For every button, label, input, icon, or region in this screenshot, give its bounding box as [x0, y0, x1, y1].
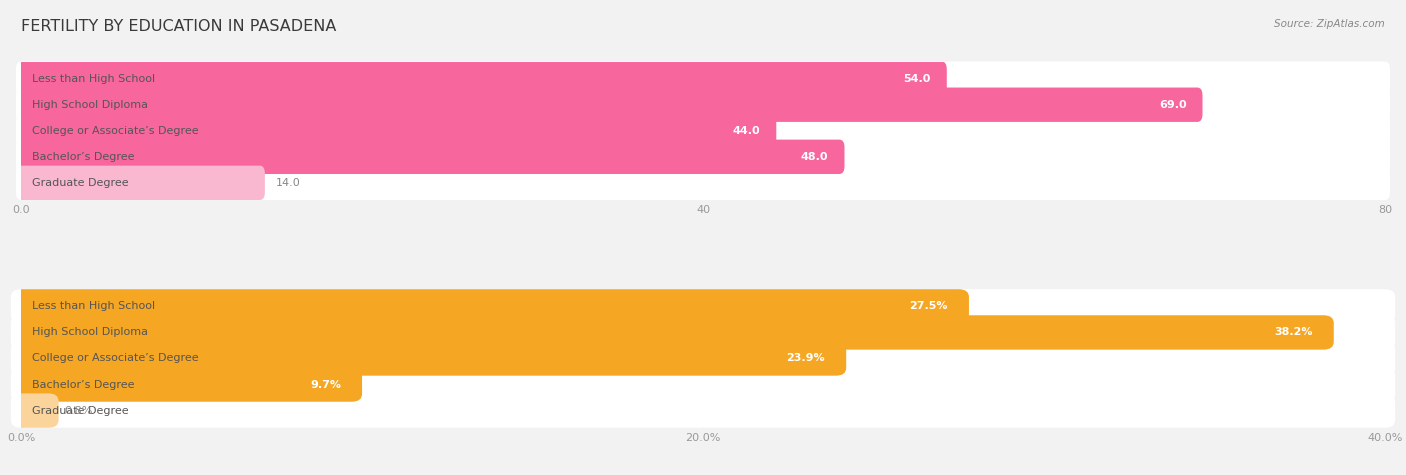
Text: High School Diploma: High School Diploma	[32, 327, 148, 337]
Text: College or Associate’s Degree: College or Associate’s Degree	[32, 353, 198, 363]
Text: 69.0: 69.0	[1159, 100, 1187, 110]
FancyBboxPatch shape	[15, 166, 1391, 200]
FancyBboxPatch shape	[11, 342, 1395, 376]
FancyBboxPatch shape	[11, 367, 363, 402]
Text: High School Diploma: High School Diploma	[32, 100, 148, 110]
Text: Source: ZipAtlas.com: Source: ZipAtlas.com	[1274, 19, 1385, 29]
Text: 44.0: 44.0	[733, 126, 761, 136]
FancyBboxPatch shape	[15, 140, 845, 174]
Text: Bachelor’s Degree: Bachelor’s Degree	[32, 152, 135, 162]
Text: 38.2%: 38.2%	[1274, 327, 1313, 337]
Text: 9.7%: 9.7%	[309, 380, 340, 390]
FancyBboxPatch shape	[15, 87, 1202, 122]
FancyBboxPatch shape	[11, 342, 846, 376]
Text: Graduate Degree: Graduate Degree	[32, 178, 128, 188]
FancyBboxPatch shape	[15, 61, 1391, 96]
Text: 54.0: 54.0	[904, 74, 931, 84]
FancyBboxPatch shape	[15, 87, 1391, 122]
FancyBboxPatch shape	[15, 61, 946, 96]
Text: 23.9%: 23.9%	[786, 353, 825, 363]
Text: 14.0: 14.0	[276, 178, 301, 188]
FancyBboxPatch shape	[15, 140, 1391, 174]
Text: 48.0: 48.0	[801, 152, 828, 162]
FancyBboxPatch shape	[11, 315, 1395, 350]
Text: Less than High School: Less than High School	[32, 302, 155, 312]
FancyBboxPatch shape	[15, 166, 264, 200]
Text: Less than High School: Less than High School	[32, 74, 155, 84]
Text: 0.8%: 0.8%	[65, 406, 93, 416]
FancyBboxPatch shape	[11, 315, 1334, 350]
FancyBboxPatch shape	[15, 114, 776, 148]
FancyBboxPatch shape	[11, 393, 1395, 428]
FancyBboxPatch shape	[11, 289, 1395, 323]
Text: College or Associate’s Degree: College or Associate’s Degree	[32, 126, 198, 136]
Text: FERTILITY BY EDUCATION IN PASADENA: FERTILITY BY EDUCATION IN PASADENA	[21, 19, 336, 34]
Text: Graduate Degree: Graduate Degree	[32, 406, 128, 416]
FancyBboxPatch shape	[11, 393, 59, 428]
Text: 27.5%: 27.5%	[910, 302, 948, 312]
FancyBboxPatch shape	[15, 114, 1391, 148]
FancyBboxPatch shape	[11, 289, 969, 323]
Text: Bachelor’s Degree: Bachelor’s Degree	[32, 380, 135, 390]
FancyBboxPatch shape	[11, 367, 1395, 402]
